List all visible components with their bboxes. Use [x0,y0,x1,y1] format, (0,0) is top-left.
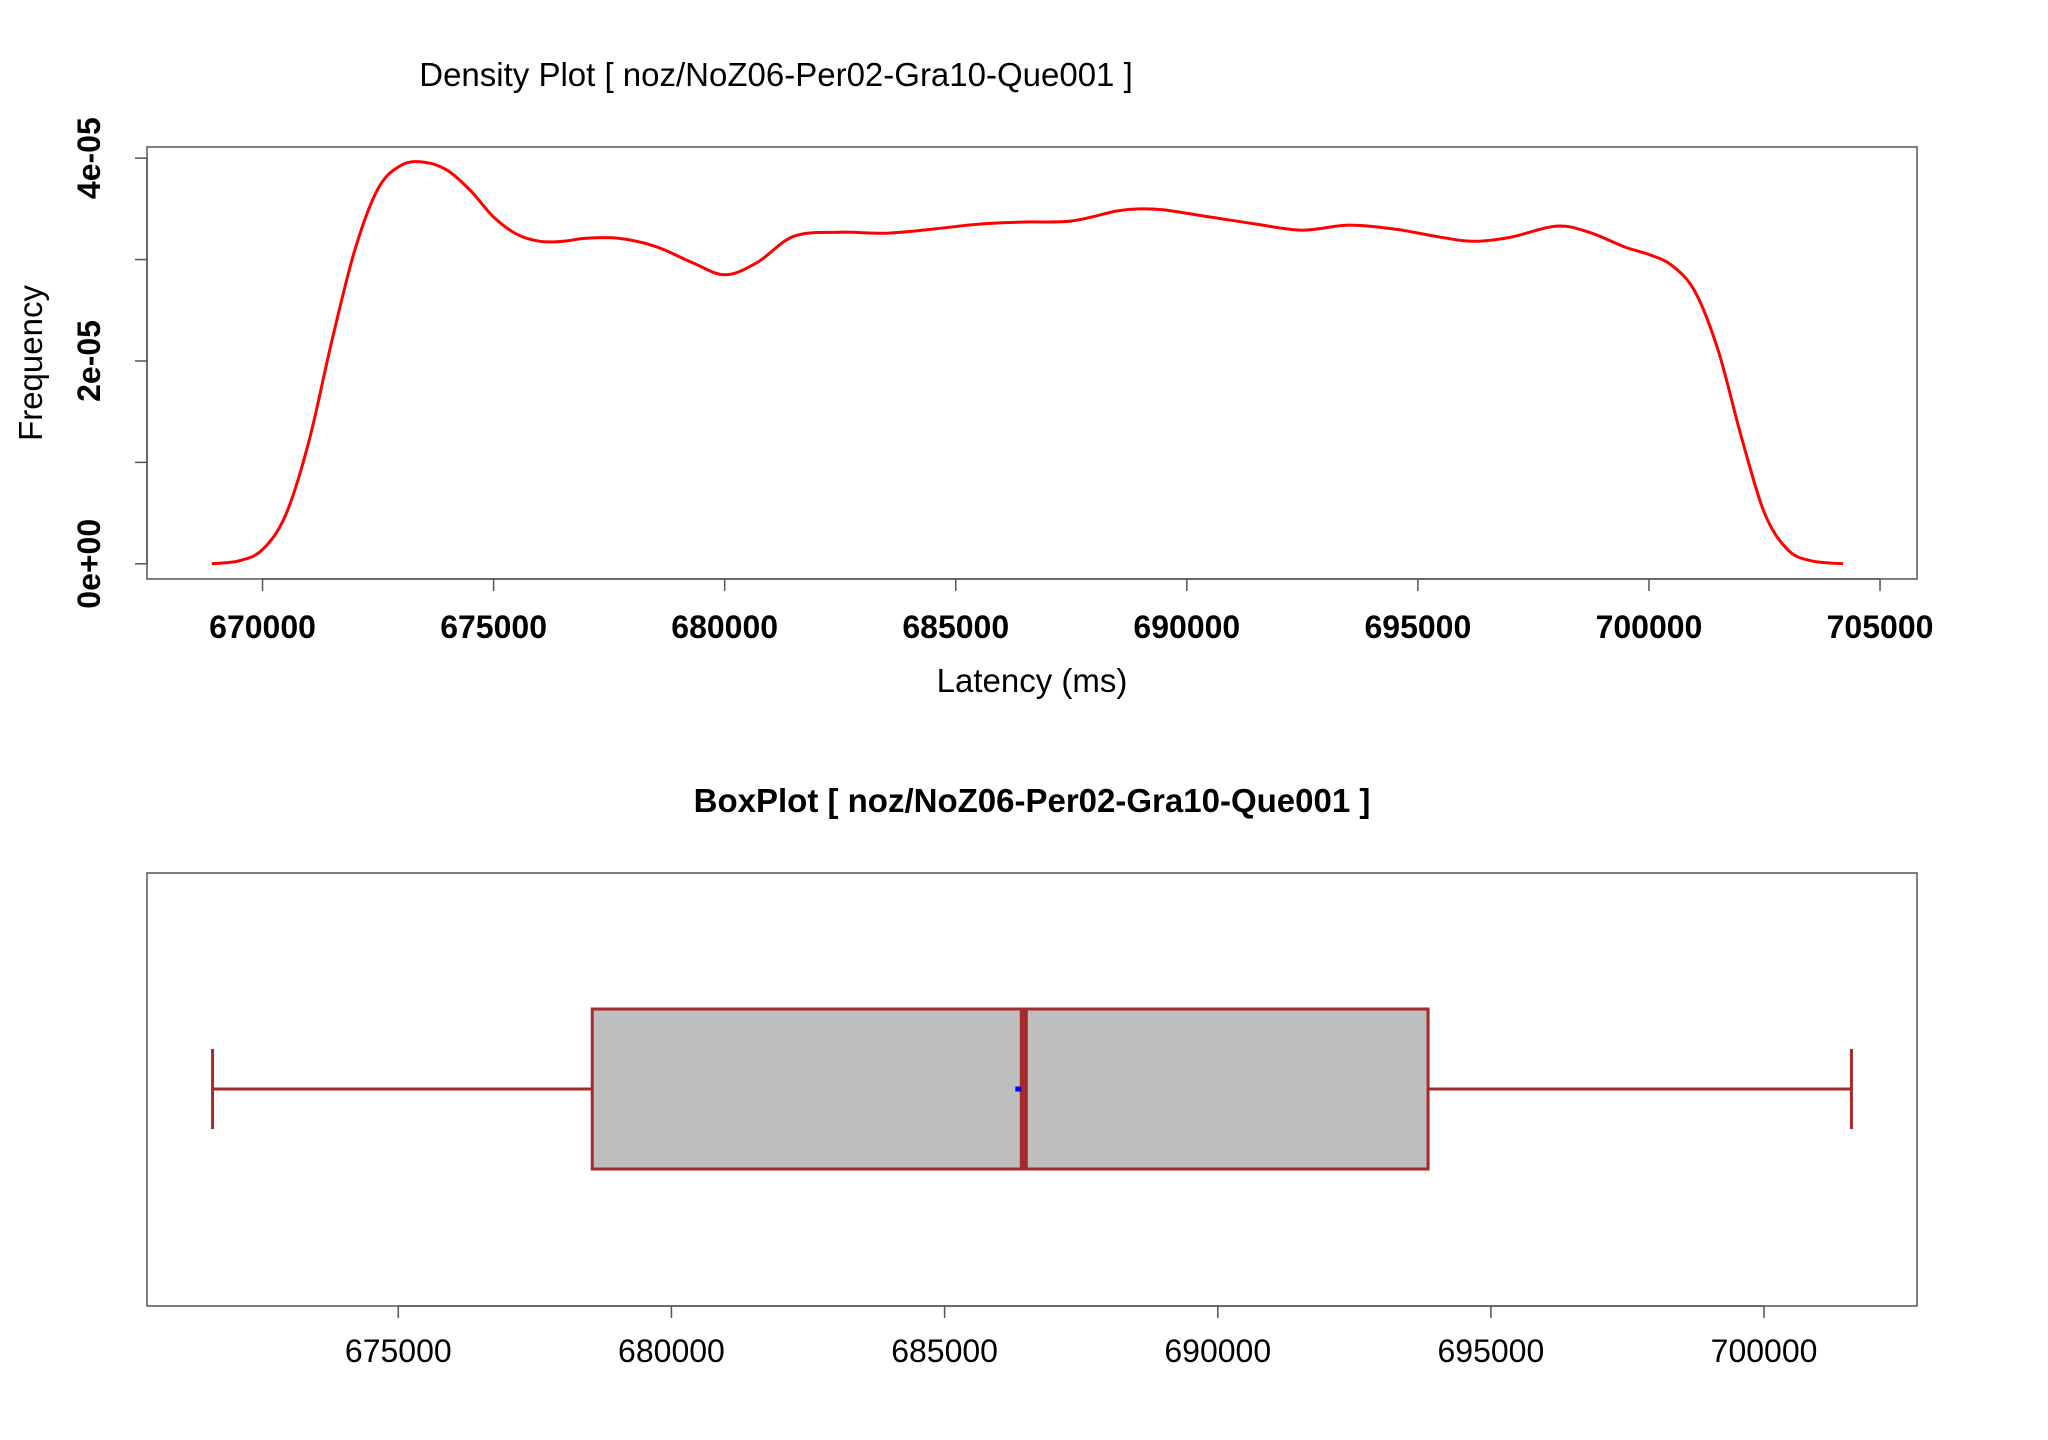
density-y-tick-label: 4e-05 [71,117,107,199]
box-marks [211,1007,1853,1171]
density-x-tick-label: 690000 [1133,609,1240,645]
density-x-tick-label: 680000 [671,609,778,645]
box-title: BoxPlot [ noz/NoZ06-Per02-Gra10-Que001 ] [694,782,1371,819]
box-x-tick-label: 685000 [891,1333,998,1369]
box-x-tick-label: 700000 [1711,1333,1818,1369]
density-x-tick-label: 670000 [209,609,316,645]
density-x-tick-label: 705000 [1827,609,1934,645]
box-x-tick-label: 675000 [345,1333,452,1369]
density-y-tick-label: 0e+00 [71,519,107,609]
box-mean-marker [1015,1086,1022,1092]
density-plot-frame [146,146,1918,580]
box-iqr [590,1007,1430,1171]
density-x-tick-label: 685000 [902,609,1009,645]
box-x-axis: 675000 680000 685000 690000 695000 700000 [345,1305,1818,1369]
density-x-tick-label: 695000 [1364,609,1471,645]
density-title: Density Plot [ noz/NoZ06-Per02-Gra10-Que… [419,56,1133,93]
box-chart: BoxPlot [ noz/NoZ06-Per02-Gra10-Que001 ]… [146,782,1918,1369]
density-y-axis: 0e+00 2e-05 4e-05 [71,117,148,609]
density-x-tick-label: 675000 [440,609,547,645]
box-x-tick-label: 690000 [1164,1333,1271,1369]
density-y-tick-label: 2e-05 [71,320,107,402]
density-y-axis-label: Frequency [12,285,49,441]
density-x-axis-label: Latency (ms) [937,662,1128,699]
box-x-tick-label: 695000 [1437,1333,1544,1369]
density-x-axis: 670000 675000 680000 685000 690000 695000 7000… [209,578,1934,645]
density-x-tick-label: 700000 [1596,609,1703,645]
density-series-line [211,160,1844,566]
density-chart: Density Plot [ noz/NoZ06-Per02-Gra10-Que… [12,56,1933,699]
box-x-tick-label: 680000 [618,1333,725,1369]
